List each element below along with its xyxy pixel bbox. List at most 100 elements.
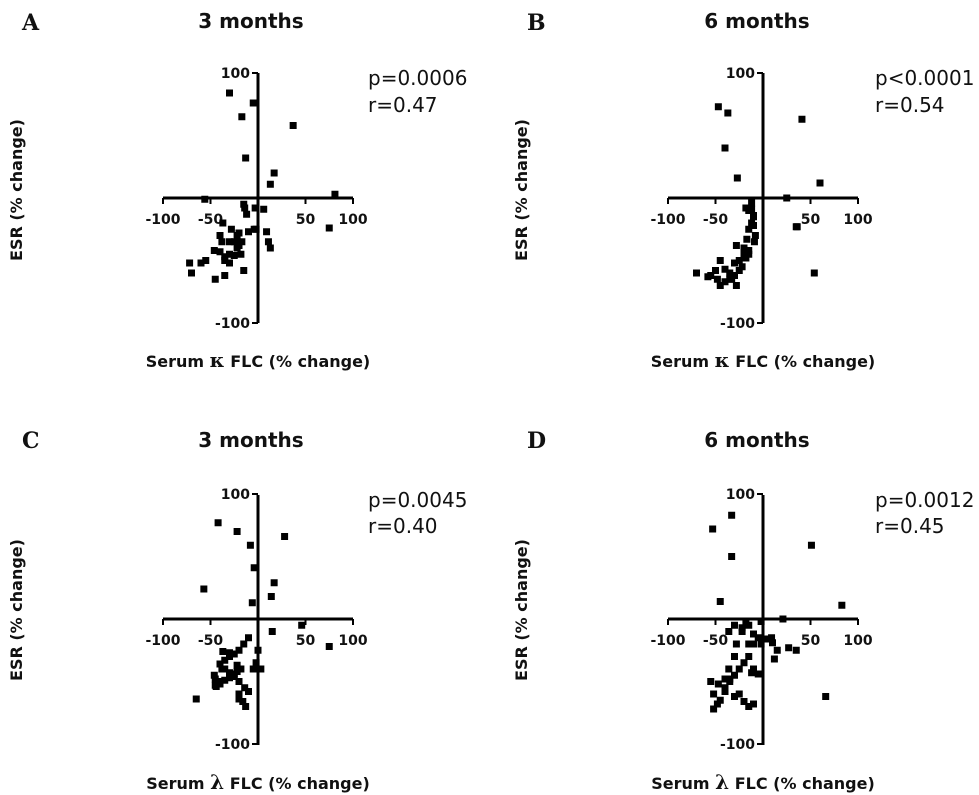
data-point: [221, 665, 229, 673]
x-axis-label-symbol: λ: [715, 770, 729, 794]
data-point: [221, 272, 229, 279]
data-point: [713, 700, 721, 708]
data-point: [201, 195, 209, 203]
data-point: [281, 533, 289, 540]
data-point: [792, 646, 800, 654]
data-point: [738, 263, 746, 271]
data-point: [218, 238, 226, 246]
x-axis-label-prefix: Serum: [146, 774, 210, 793]
y-tick-label: 100: [221, 66, 250, 82]
p-value-label: p=0.0045: [368, 488, 467, 512]
x-axis-label-prefix: Serum: [146, 352, 210, 371]
p-value-label: p=0.0006: [368, 66, 467, 90]
y-tick-label: 100: [221, 487, 250, 503]
data-point: [216, 680, 224, 688]
data-point: [219, 219, 227, 227]
data-point: [249, 665, 257, 673]
data-point: [726, 675, 734, 683]
data-point: [740, 659, 748, 667]
data-point: [742, 619, 750, 627]
data-point: [710, 690, 718, 698]
data-point: [783, 194, 791, 202]
x-tick-label: 50: [801, 633, 821, 649]
data-point: [263, 228, 271, 236]
data-point: [742, 204, 750, 212]
data-point: [192, 695, 200, 703]
data-point: [731, 671, 738, 679]
data-point: [743, 235, 751, 243]
y-tick-label: 100: [726, 487, 755, 503]
data-point: [325, 224, 333, 232]
data-point: [750, 665, 757, 673]
data-point: [270, 579, 278, 587]
data-point: [735, 267, 743, 274]
x-axis-label-text: FLC (% change): [729, 774, 875, 793]
data-point: [237, 665, 245, 673]
x-tick-label: -50: [198, 633, 224, 649]
data-point: [732, 242, 740, 249]
data-point: [235, 229, 243, 237]
y-axis-label: ESR (% change): [512, 539, 531, 681]
x-axis-label-prefix: Serum: [651, 774, 715, 793]
data-point: [210, 247, 218, 254]
data-point: [251, 204, 259, 212]
x-tick-label: 50: [296, 212, 316, 228]
data-point: [838, 601, 846, 609]
data-point: [707, 678, 715, 685]
x-axis-label: Serum λ FLC (% change): [146, 770, 370, 794]
data-point: [742, 254, 750, 262]
x-axis-label-symbol: λ: [210, 770, 224, 794]
data-point: [745, 225, 753, 233]
data-point: [221, 253, 229, 261]
x-tick-label: -100: [650, 633, 685, 649]
data-point: [257, 665, 265, 673]
data-point: [740, 244, 748, 252]
data-point: [716, 598, 724, 605]
data-point: [242, 154, 250, 162]
y-tick-label: -100: [215, 737, 250, 753]
data-point: [325, 643, 333, 650]
chart-title: 6 months: [704, 9, 809, 33]
data-point: [233, 661, 241, 669]
data-point: [252, 659, 260, 667]
data-point: [226, 89, 233, 97]
data-point: [221, 257, 229, 264]
r-value-label: r=0.40: [368, 514, 438, 538]
data-point: [716, 282, 724, 289]
data-point: [735, 257, 743, 264]
data-point: [226, 259, 233, 267]
x-tick-label: -50: [198, 212, 224, 228]
data-point: [226, 649, 233, 657]
data-point: [226, 674, 233, 682]
data-point: [239, 698, 247, 705]
data-point: [769, 639, 776, 647]
data-point: [216, 660, 224, 668]
data-point: [268, 628, 276, 635]
data-point: [757, 618, 765, 625]
data-point: [254, 646, 262, 654]
data-point: [267, 593, 275, 600]
data-point: [822, 693, 830, 700]
data-point: [745, 250, 753, 258]
data-point: [298, 621, 306, 629]
data-point: [779, 615, 787, 623]
data-point: [200, 585, 208, 593]
data-point: [243, 210, 251, 218]
panel-letter: A: [21, 10, 40, 36]
data-point: [748, 199, 756, 207]
data-point: [266, 180, 274, 188]
data-point: [712, 267, 719, 274]
y-tick-label: 100: [726, 66, 755, 82]
data-point: [693, 269, 700, 277]
data-point: [202, 257, 210, 264]
data-point: [235, 242, 243, 249]
data-point: [750, 640, 757, 648]
data-point: [331, 190, 339, 198]
x-tick-label: -100: [145, 212, 180, 228]
data-point: [725, 628, 733, 635]
data-point: [732, 282, 740, 289]
p-value-label: p=0.0012: [875, 488, 974, 512]
data-point: [226, 250, 233, 258]
data-point: [230, 252, 238, 259]
x-tick-label: -100: [145, 633, 180, 649]
